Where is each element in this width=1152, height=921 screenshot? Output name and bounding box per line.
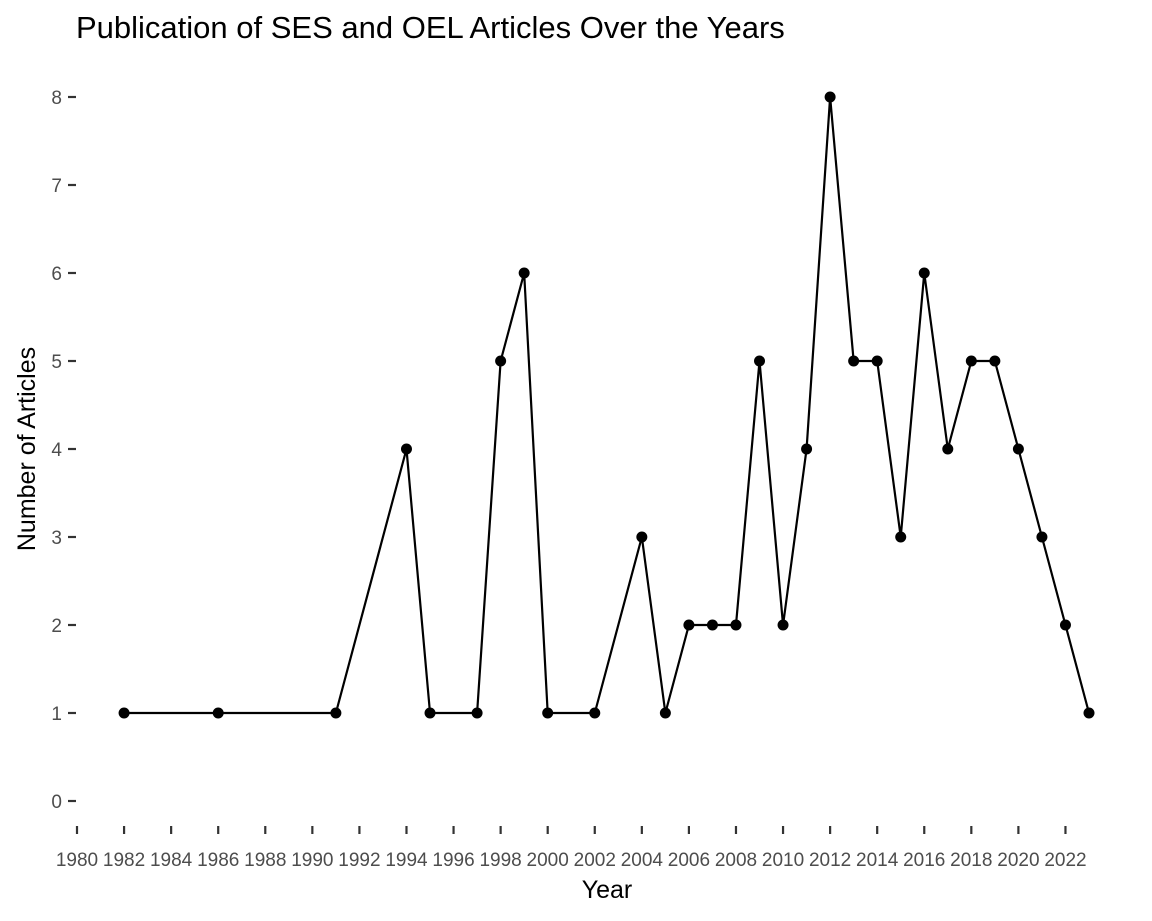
x-tick-label: 2004: [621, 850, 664, 871]
x-tick-label: 1994: [385, 850, 428, 871]
chart-title: Publication of SES and OEL Articles Over…: [76, 10, 785, 45]
series-line: [124, 95, 1091, 715]
data-point: [1012, 443, 1024, 455]
data-point: [848, 355, 860, 367]
y-tick-label: 8: [51, 88, 62, 109]
data-point: [659, 707, 671, 719]
data-point: [495, 355, 507, 367]
x-tick-label: 2010: [762, 850, 804, 871]
x-tick-label: 2006: [668, 850, 710, 871]
data-point: [1059, 619, 1071, 631]
x-tick-label: 1980: [56, 850, 98, 871]
x-tick-label: 2022: [1044, 850, 1086, 871]
data-point: [754, 355, 766, 367]
x-tick-label: 2000: [527, 850, 569, 871]
data-point: [824, 91, 836, 103]
x-tick-label: 1984: [150, 850, 193, 871]
data-point: [965, 355, 977, 367]
data-point: [1083, 707, 1095, 719]
x-tick-label: 2012: [809, 850, 851, 871]
y-tick-label: 4: [51, 440, 62, 461]
data-point: [330, 707, 342, 719]
data-point: [942, 443, 954, 455]
y-tick-label: 3: [51, 528, 62, 549]
data-point: [589, 707, 601, 719]
x-tick-label: 1988: [244, 850, 286, 871]
x-tick-label: 2016: [903, 850, 945, 871]
data-points: [118, 91, 1095, 719]
x-tick-label: 2018: [950, 850, 992, 871]
data-point: [424, 707, 436, 719]
x-axis: 1980 1982 1984 1986 1988 1990 1992 1994 1996 1998…: [56, 826, 1087, 871]
data-point: [918, 267, 930, 279]
x-tick-label: 2008: [715, 850, 757, 871]
x-tick-label: 1982: [103, 850, 145, 871]
y-tick-label: 5: [51, 352, 62, 373]
data-point: [542, 707, 554, 719]
data-point: [683, 619, 695, 631]
data-point: [212, 707, 224, 719]
data-point: [400, 443, 412, 455]
y-tick-label: 0: [51, 792, 62, 813]
x-tick-label: 2002: [574, 850, 616, 871]
y-axis-title: Number of Articles: [13, 347, 41, 551]
data-point: [1036, 531, 1048, 543]
y-axis: 0 1 2 3 4 5 6 7 8: [51, 88, 76, 813]
data-point: [118, 707, 130, 719]
y-tick-label: 7: [51, 176, 62, 197]
x-tick-label: 2014: [856, 850, 899, 871]
data-point: [706, 619, 718, 631]
data-point: [518, 267, 530, 279]
data-point: [471, 707, 483, 719]
x-tick-label: 2020: [997, 850, 1039, 871]
x-axis-title: Year: [582, 876, 633, 904]
data-point: [989, 355, 1001, 367]
data-point: [895, 531, 907, 543]
x-tick-label: 1996: [432, 850, 474, 871]
data-point: [636, 531, 648, 543]
data-point: [871, 355, 883, 367]
y-tick-label: 1: [51, 704, 62, 725]
y-tick-label: 2: [51, 616, 62, 637]
data-point: [801, 443, 813, 455]
x-tick-label: 1992: [338, 850, 380, 871]
y-tick-label: 6: [51, 264, 62, 285]
x-tick-label: 1986: [197, 850, 239, 871]
data-point: [777, 619, 789, 631]
x-tick-label: 1990: [291, 850, 333, 871]
data-point: [730, 619, 742, 631]
x-tick-label: 1998: [479, 850, 521, 871]
